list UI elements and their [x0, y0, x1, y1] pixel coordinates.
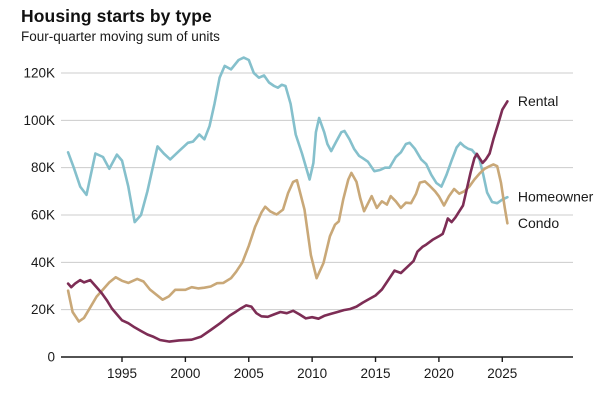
series-label-homeowner: Homeowner — [518, 189, 594, 205]
y-axis-label-120K: 120K — [23, 65, 55, 80]
x-axis-label-1995: 1995 — [107, 366, 137, 381]
x-axis-label-2020: 2020 — [424, 366, 454, 381]
x-axis-label-2005: 2005 — [234, 366, 264, 381]
condo-line — [66, 163, 509, 323]
rental-line — [66, 100, 509, 343]
series-label-condo: Condo — [518, 215, 559, 231]
x-axis-label-2015: 2015 — [360, 366, 390, 381]
x-axis-label-2010: 2010 — [297, 366, 327, 381]
x-axis-label-2025: 2025 — [487, 366, 517, 381]
y-axis-label-20K: 20K — [31, 302, 55, 317]
x-axis-label-2000: 2000 — [170, 366, 200, 381]
y-axis-label-100K: 100K — [23, 113, 55, 128]
y-axis-label-60K: 60K — [31, 207, 55, 222]
chart-subtitle: Four-quarter moving sum of units — [21, 29, 220, 44]
chart-title: Housing starts by type — [21, 6, 212, 26]
y-axis-label-80K: 80K — [31, 160, 55, 175]
series-label-rental: Rental — [518, 93, 558, 109]
y-axis-label-40K: 40K — [31, 255, 55, 270]
y-axis-label-0: 0 — [47, 350, 55, 365]
homeowner-line — [66, 56, 509, 224]
